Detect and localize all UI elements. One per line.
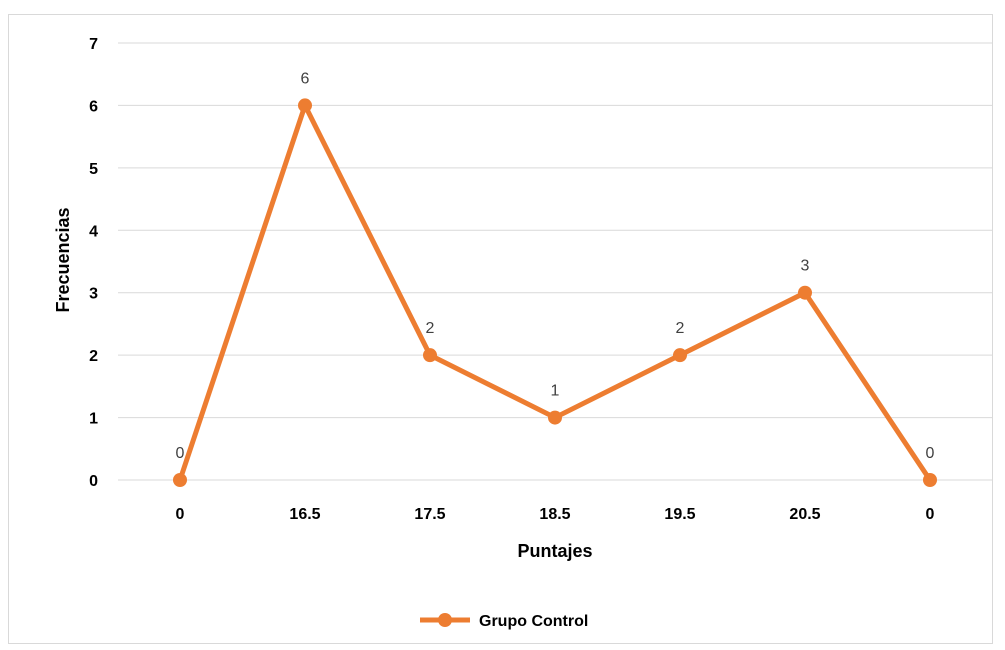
y-tick-labels: 0 1 2 3 4 5 6 7 bbox=[89, 36, 98, 490]
y-tick-label: 3 bbox=[89, 286, 98, 303]
data-point bbox=[173, 473, 187, 487]
data-labels: 0 6 2 1 2 3 0 bbox=[176, 70, 935, 462]
data-point bbox=[423, 348, 437, 363]
x-tick-label: 20.5 bbox=[789, 506, 820, 523]
y-axis-title: Frecuencias bbox=[53, 207, 73, 312]
x-tick-label: 19.5 bbox=[664, 506, 695, 523]
data-point bbox=[798, 285, 812, 300]
x-tick-label: 0 bbox=[176, 506, 185, 523]
series-group bbox=[173, 98, 937, 487]
x-tick-label: 17.5 bbox=[414, 506, 445, 523]
legend: Grupo Control bbox=[420, 613, 588, 630]
x-tick-labels: 0 16.5 17.5 18.5 19.5 20.5 0 bbox=[176, 506, 935, 523]
y-tick-label: 5 bbox=[89, 161, 98, 178]
y-tick-label: 7 bbox=[89, 36, 98, 53]
y-tick-label: 0 bbox=[89, 473, 98, 490]
data-label: 0 bbox=[176, 445, 185, 462]
y-tick-label: 1 bbox=[89, 411, 98, 428]
data-point bbox=[298, 98, 312, 113]
x-tick-label: 18.5 bbox=[539, 506, 570, 523]
data-point bbox=[923, 473, 937, 487]
legend-label: Grupo Control bbox=[479, 613, 588, 630]
y-tick-label: 2 bbox=[89, 348, 98, 365]
data-label: 2 bbox=[426, 320, 435, 337]
data-label: 6 bbox=[301, 70, 310, 87]
x-tick-label: 0 bbox=[926, 506, 935, 523]
y-tick-label: 6 bbox=[89, 98, 98, 115]
data-point bbox=[548, 410, 562, 425]
data-label: 2 bbox=[676, 320, 685, 337]
data-point bbox=[673, 348, 687, 363]
data-label: 0 bbox=[926, 445, 935, 462]
y-tick-label: 4 bbox=[89, 223, 98, 240]
data-label: 3 bbox=[801, 258, 810, 275]
x-tick-label: 16.5 bbox=[289, 506, 320, 523]
x-axis-title: Puntajes bbox=[517, 541, 592, 561]
legend-marker-swatch bbox=[438, 613, 452, 627]
data-label: 1 bbox=[551, 383, 560, 400]
